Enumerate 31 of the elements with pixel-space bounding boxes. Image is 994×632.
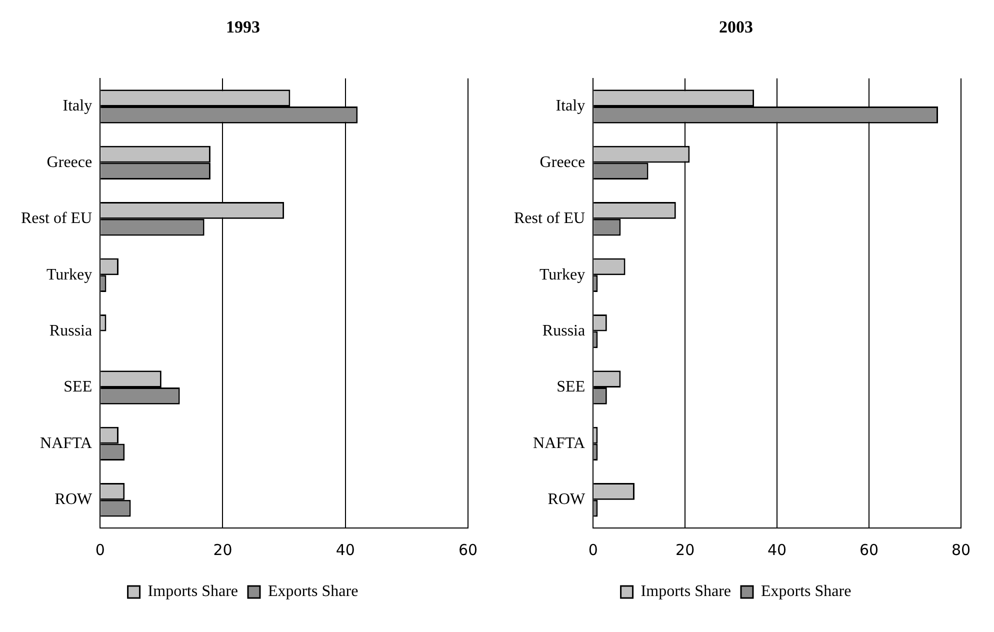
x-tick-label: 80: [951, 540, 971, 559]
y-tick-label: Italy: [556, 98, 586, 115]
legend-label: Imports Share: [640, 583, 731, 600]
y-tick-label: Greece: [540, 154, 586, 171]
y-tick-label: Greece: [46, 154, 92, 171]
y-tick-label: Russia: [542, 322, 586, 340]
x-tick-label: 20: [676, 540, 695, 559]
y-tick-label: ROW: [54, 491, 93, 508]
y-tick-label: Turkey: [46, 266, 92, 284]
legend-label: Imports Share: [148, 583, 238, 600]
chart-title: 1993: [226, 18, 260, 37]
legend-label: Exports Share: [268, 583, 358, 600]
x-tick-label: 40: [336, 540, 355, 559]
y-tick-label: Rest of EU: [20, 210, 93, 228]
legend-label: Exports Share: [761, 583, 852, 600]
x-tick-label: 0: [588, 540, 598, 559]
chart-title: 2003: [719, 18, 753, 37]
x-tick-label: 0: [95, 540, 105, 559]
x-tick-label: 20: [213, 540, 232, 559]
y-tick-label: Rest of EU: [514, 210, 586, 228]
x-tick-label: 60: [458, 540, 478, 559]
y-tick-label: NAFTA: [40, 434, 93, 452]
y-tick-label: Turkey: [539, 266, 586, 284]
y-tick-label: NAFTA: [533, 434, 586, 452]
x-tick-label: 60: [859, 540, 879, 559]
y-tick-label: Russia: [49, 322, 92, 340]
y-tick-label: SEE: [556, 378, 586, 396]
x-tick-label: 40: [768, 540, 787, 559]
y-tick-label: ROW: [548, 491, 586, 508]
y-tick-label: Italy: [62, 98, 92, 115]
y-tick-label: SEE: [64, 378, 92, 396]
